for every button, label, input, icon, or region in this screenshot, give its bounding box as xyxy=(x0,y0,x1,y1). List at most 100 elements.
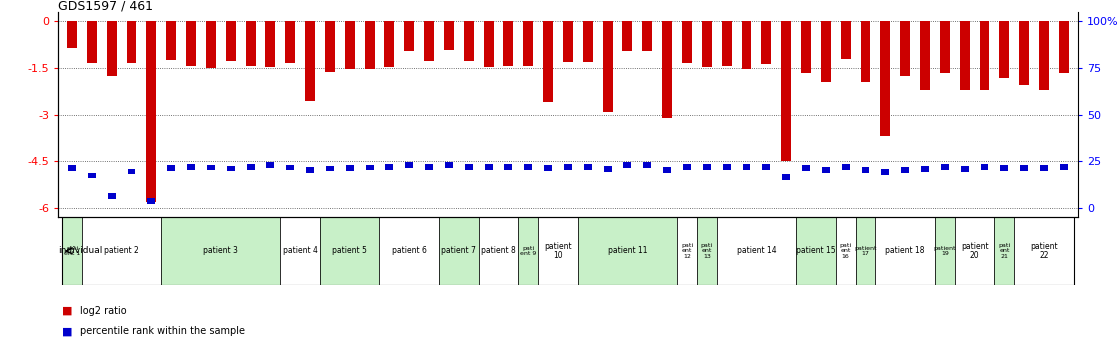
Bar xyxy=(781,21,792,161)
Text: patient
17: patient 17 xyxy=(854,246,877,256)
Bar xyxy=(148,198,155,204)
Bar xyxy=(979,21,989,90)
Bar xyxy=(875,217,935,285)
Bar xyxy=(999,21,1010,78)
Bar xyxy=(484,164,493,170)
Bar xyxy=(366,165,373,170)
Bar xyxy=(405,21,414,51)
Bar xyxy=(386,164,394,170)
Bar xyxy=(584,164,591,170)
Bar xyxy=(544,165,552,171)
Text: patient 11: patient 11 xyxy=(608,246,647,256)
Bar xyxy=(167,21,177,60)
Bar xyxy=(266,162,274,168)
Bar xyxy=(960,166,968,172)
Bar xyxy=(702,21,712,67)
Bar xyxy=(741,21,751,69)
Bar xyxy=(503,21,513,66)
Bar xyxy=(796,217,836,285)
Bar xyxy=(424,21,434,61)
Bar xyxy=(187,164,195,170)
Bar xyxy=(623,21,633,51)
Bar xyxy=(107,194,115,199)
Bar xyxy=(364,21,375,69)
Bar xyxy=(941,164,949,170)
Bar xyxy=(603,21,613,111)
Bar xyxy=(861,21,871,82)
Bar xyxy=(643,21,652,51)
Bar xyxy=(504,164,512,170)
Bar xyxy=(385,21,395,67)
Bar xyxy=(959,21,969,90)
Bar xyxy=(624,162,632,168)
Bar xyxy=(762,164,770,170)
Bar xyxy=(901,167,909,173)
Bar xyxy=(682,21,692,63)
Text: log2 ratio: log2 ratio xyxy=(80,306,127,315)
Bar xyxy=(186,21,196,66)
Bar xyxy=(722,164,730,170)
Text: patient
19: patient 19 xyxy=(934,246,956,256)
Bar xyxy=(464,21,474,61)
Bar xyxy=(325,21,335,72)
Bar xyxy=(663,167,671,173)
Bar xyxy=(994,217,1014,285)
Bar xyxy=(836,217,855,285)
Text: patient 5: patient 5 xyxy=(332,246,367,256)
Text: pati
ent 1: pati ent 1 xyxy=(64,246,80,256)
Bar xyxy=(800,21,811,73)
Bar xyxy=(822,167,830,173)
Bar xyxy=(717,217,796,285)
Bar xyxy=(697,217,717,285)
Bar xyxy=(921,166,929,172)
Bar xyxy=(126,21,136,63)
Bar xyxy=(722,21,731,66)
Text: patient 7: patient 7 xyxy=(442,246,476,256)
Bar xyxy=(524,164,532,170)
Text: patient 4: patient 4 xyxy=(283,246,318,256)
Bar xyxy=(1040,165,1048,171)
Bar xyxy=(379,217,439,285)
Bar xyxy=(406,162,414,168)
Text: pati
ent
16: pati ent 16 xyxy=(840,243,852,259)
Bar xyxy=(582,21,593,62)
Bar xyxy=(563,164,572,170)
Bar xyxy=(880,21,890,137)
Bar xyxy=(63,217,82,285)
Bar xyxy=(305,21,315,101)
Bar xyxy=(543,21,553,102)
Bar xyxy=(578,217,678,285)
Bar xyxy=(246,21,256,66)
Bar xyxy=(604,166,612,172)
Text: pati
ent
12: pati ent 12 xyxy=(681,243,693,259)
Bar xyxy=(703,164,711,170)
Bar xyxy=(761,21,771,64)
Text: ■: ■ xyxy=(61,306,72,315)
Bar xyxy=(286,165,294,170)
Text: patient 6: patient 6 xyxy=(391,246,427,256)
Bar xyxy=(742,164,750,170)
Bar xyxy=(285,21,295,63)
Bar xyxy=(841,21,851,59)
Bar xyxy=(67,21,77,48)
Bar xyxy=(842,164,850,170)
Bar xyxy=(881,169,889,175)
Bar xyxy=(519,217,538,285)
Bar xyxy=(161,217,281,285)
Text: patient 8: patient 8 xyxy=(481,246,515,256)
Text: ■: ■ xyxy=(61,326,72,336)
Bar xyxy=(1060,164,1068,170)
Bar xyxy=(523,21,533,66)
Bar xyxy=(206,21,216,68)
Bar xyxy=(479,217,519,285)
Bar xyxy=(1039,21,1049,90)
Bar xyxy=(855,217,875,285)
Bar xyxy=(1014,217,1073,285)
Bar xyxy=(783,174,790,180)
Bar xyxy=(82,217,161,285)
Bar xyxy=(920,21,930,90)
Text: patient
10: patient 10 xyxy=(544,241,571,260)
Bar xyxy=(281,217,320,285)
Text: patient
20: patient 20 xyxy=(960,241,988,260)
Bar xyxy=(683,164,691,170)
